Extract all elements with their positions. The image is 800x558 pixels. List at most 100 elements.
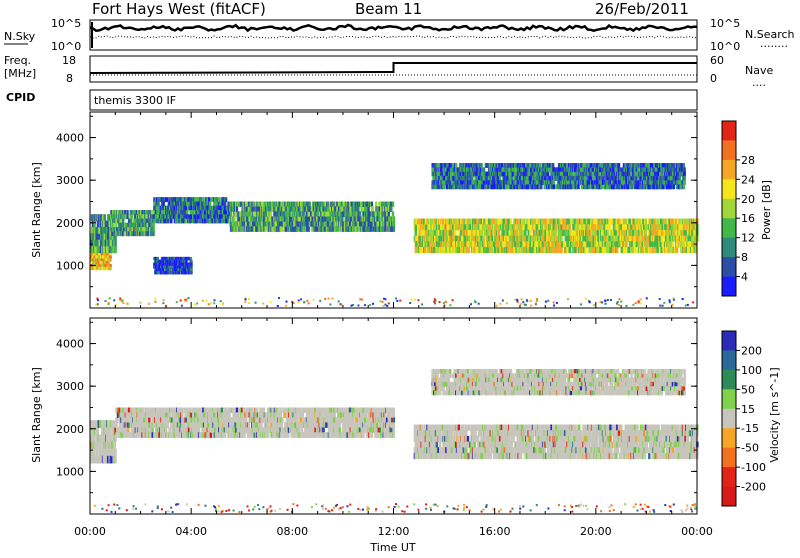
- heatmap-cell: [196, 219, 198, 224]
- heatmap-cell: [646, 297, 648, 299]
- heatmap-cell: [384, 221, 386, 227]
- heatmap-cell: [409, 302, 411, 304]
- heatmap-cell: [421, 230, 423, 236]
- heatmap-cell: [126, 210, 128, 215]
- heatmap-cell: [163, 197, 165, 202]
- heatmap-cell: [517, 172, 519, 177]
- heatmap-cell: [496, 305, 498, 307]
- heatmap-cell: [480, 236, 482, 242]
- heatmap-cell: [518, 247, 520, 253]
- heatmap-cell: [598, 176, 600, 181]
- heatmap-cell: [657, 247, 659, 253]
- heatmap-cell: [252, 206, 254, 212]
- heatmap-cell: [539, 163, 541, 168]
- heatmap-cell: [270, 211, 272, 217]
- heatmap-cell: [233, 216, 235, 222]
- heatmap-cell: [468, 247, 470, 253]
- heatmap-cell: [684, 176, 686, 181]
- heatmap-cell: [529, 230, 531, 236]
- heatmap-cell: [317, 211, 319, 217]
- heatmap-cell: [513, 184, 515, 189]
- heatmap-cell: [340, 304, 342, 306]
- heatmap-cell: [190, 219, 192, 224]
- heatmap-cell: [451, 180, 453, 185]
- heatmap-cell: [139, 214, 141, 219]
- heatmap-cell: [245, 298, 247, 300]
- heatmap-cell: [569, 224, 571, 230]
- heatmap-cell: [245, 202, 247, 208]
- heatmap-cell: [544, 176, 546, 181]
- heatmap-cell: [321, 221, 323, 227]
- heatmap-cell: [215, 202, 217, 207]
- heatmap-cell: [600, 224, 602, 230]
- heatmap-cell: [485, 219, 487, 225]
- heatmap-cell: [506, 167, 508, 172]
- heatmap-cell: [530, 300, 532, 302]
- heatmap-cell: [104, 214, 106, 221]
- heatmap-cell: [152, 223, 154, 228]
- heatmap-cell: [625, 247, 627, 253]
- heatmap-cell: [308, 211, 310, 217]
- heatmap-cell: [255, 302, 257, 304]
- heatmap-cell: [297, 221, 299, 227]
- heatmap-cell: [619, 167, 621, 172]
- heatmap-cell: [166, 197, 168, 202]
- heatmap-cell: [249, 211, 251, 217]
- heatmap-cell: [428, 224, 430, 230]
- heatmap-cell: [502, 300, 504, 302]
- heatmap-cell: [357, 206, 359, 212]
- heatmap-cell: [517, 301, 519, 303]
- heatmap-cell: [262, 303, 264, 305]
- heatmap-cell: [575, 163, 577, 168]
- heatmap-cell: [602, 176, 604, 181]
- nsearch-line: [90, 36, 697, 38]
- heatmap-cell: [633, 241, 635, 247]
- heatmap-cell: [141, 210, 143, 215]
- heatmap-cell: [178, 271, 180, 274]
- heatmap-cell: [507, 247, 509, 253]
- heatmap-cell: [96, 298, 98, 300]
- heatmap-cell: [370, 226, 372, 232]
- heatmap-cell: [379, 300, 381, 302]
- nsearch-tick-low: 10^0: [710, 40, 740, 53]
- heatmap-cell: [639, 180, 641, 185]
- heatmap-cell: [455, 163, 457, 168]
- heatmap-cell: [225, 197, 227, 202]
- heatmap-cell: [157, 202, 159, 207]
- heatmap-cell: [244, 301, 246, 303]
- heatmap-cell: [483, 167, 485, 172]
- heatmap-cell: [163, 202, 165, 207]
- heatmap-cell: [682, 298, 684, 300]
- heatmap-cell: [672, 241, 674, 247]
- heatmap-cell: [619, 176, 621, 181]
- heatmap-cell: [433, 247, 435, 253]
- heatmap-cell: [308, 226, 310, 232]
- heatmap-cell: [476, 184, 478, 189]
- heatmap-cell: [329, 304, 331, 306]
- heatmap-cell: [415, 224, 417, 230]
- heatmap-cell: [475, 163, 477, 168]
- heatmap-cell: [205, 300, 207, 302]
- heatmap-cell: [585, 298, 587, 300]
- heatmap-cell: [685, 305, 687, 307]
- heatmap-cell: [209, 202, 211, 207]
- heatmap-cell: [661, 236, 663, 242]
- heatmap-cell: [686, 219, 688, 225]
- heatmap-cell: [455, 184, 457, 189]
- heatmap-cell: [114, 223, 116, 228]
- heatmap-cell: [607, 299, 609, 301]
- heatmap-cell: [190, 271, 192, 274]
- heatmap-cell: [618, 163, 620, 168]
- heatmap-cell: [356, 226, 358, 232]
- heatmap-cell: [687, 247, 689, 253]
- heatmap-cell: [634, 247, 636, 253]
- heatmap-cell: [482, 184, 484, 189]
- cpid-label: CPID: [6, 91, 35, 104]
- heatmap-cell: [278, 297, 280, 299]
- heatmap-cell: [553, 305, 555, 307]
- heatmap-cell: [97, 246, 99, 253]
- cpid-panel-frame: [90, 90, 697, 110]
- heatmap-cell: [184, 219, 186, 224]
- heatmap-cell: [204, 219, 206, 224]
- nsky-trace: [90, 22, 697, 48]
